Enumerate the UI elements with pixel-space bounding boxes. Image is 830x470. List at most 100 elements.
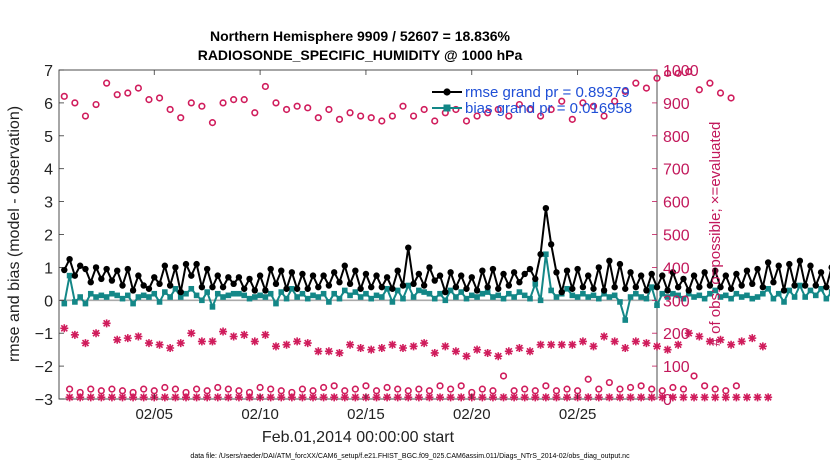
bias-point	[177, 294, 184, 300]
rmse-point	[140, 282, 147, 289]
bias-point	[770, 295, 777, 302]
evaluated-point	[171, 393, 180, 402]
rmse-point	[553, 269, 560, 276]
bias-point	[500, 295, 507, 302]
bias-point	[707, 290, 713, 297]
rmse-point	[293, 285, 301, 292]
evaluated-point	[753, 393, 762, 402]
evaluated-point	[377, 344, 386, 353]
rmse-point	[606, 257, 613, 265]
rmse-point	[526, 265, 534, 273]
evaluated-point	[65, 393, 74, 402]
rmse-point	[743, 267, 751, 274]
rmse-point	[823, 283, 830, 291]
rmse-point	[595, 264, 602, 271]
rmse-point	[473, 287, 481, 294]
rmse-point	[129, 287, 137, 294]
rmse-point	[653, 283, 661, 291]
rmse-point	[368, 283, 375, 291]
rmse-point	[156, 280, 163, 288]
possible-point	[642, 84, 651, 92]
evaluated-point	[584, 393, 593, 402]
possible-point	[457, 382, 465, 390]
possible-point	[420, 105, 428, 114]
evaluated-point	[293, 337, 302, 346]
series-possible	[60, 68, 740, 397]
bias-point	[447, 287, 454, 294]
bias-point	[633, 290, 639, 297]
bias-point	[675, 292, 681, 299]
possible-point	[605, 378, 613, 387]
rmse-point	[505, 282, 513, 289]
rmse-point	[135, 272, 142, 279]
legend-rmse-label: rmse grand pr = 0.89379	[465, 84, 630, 101]
bias-point	[532, 281, 539, 287]
evaluated-point	[705, 337, 714, 346]
bias-point	[347, 292, 353, 299]
bias-point	[744, 292, 750, 299]
bias-point	[506, 290, 512, 297]
legend-rmse-marker	[443, 88, 451, 96]
rmse-point	[537, 251, 544, 258]
possible-point	[124, 89, 132, 97]
bias-point	[310, 292, 316, 299]
right-y-tick-label: 0	[663, 392, 672, 409]
evaluated-point	[176, 339, 185, 348]
rmse-point	[172, 264, 179, 271]
evaluated-point	[287, 393, 296, 402]
bias-point	[225, 292, 232, 299]
rmse-point	[627, 269, 634, 276]
rmse-point	[701, 269, 708, 276]
bias-point	[336, 295, 343, 302]
rmse-point	[690, 272, 698, 279]
possible-point	[589, 102, 598, 110]
evaluated-point	[515, 344, 524, 353]
x-tick-label: 02/20	[453, 406, 491, 423]
evaluated-point	[557, 340, 566, 349]
right-y-tick-label: 100	[663, 359, 690, 376]
evaluated-point	[219, 327, 228, 336]
bias-point	[595, 295, 602, 302]
evaluated-point	[594, 393, 603, 402]
bias-point	[341, 287, 348, 294]
axis-ticks: 02/05 02/10 02/15 02/20 02/25 7 6 5 4 3 2 1 0 −1 −2 −3 1…	[35, 63, 699, 423]
evaluated-point	[86, 393, 95, 402]
evaluated-point	[531, 393, 540, 402]
bias-point	[627, 294, 634, 300]
rmse-point	[780, 287, 788, 294]
bias-point	[326, 299, 332, 305]
x-tick-label: 02/25	[559, 406, 597, 423]
rmse-point	[452, 283, 460, 291]
evaluated-point	[436, 393, 445, 402]
possible-point	[600, 112, 608, 120]
bias-point	[209, 304, 216, 310]
rmse-point	[484, 283, 491, 291]
possible-point	[320, 383, 328, 392]
evaluated-point	[504, 347, 513, 356]
bias-point	[622, 317, 629, 323]
x-axis-label: Feb.01,2014 00:00:00 start	[262, 429, 455, 446]
bias-point	[146, 294, 152, 300]
rmse-point	[124, 265, 131, 273]
bias-point	[283, 295, 290, 302]
bias-point	[717, 294, 724, 300]
bias-point	[701, 295, 708, 302]
evaluated-point	[192, 393, 201, 402]
evaluated-point	[605, 393, 614, 402]
bias-point	[172, 285, 179, 292]
rmse-point	[796, 257, 804, 265]
rmse-point	[325, 282, 333, 289]
possible-point	[415, 385, 423, 393]
possible-point	[251, 109, 259, 117]
possible-point	[669, 383, 677, 392]
legend: rmse grand pr = 0.89379 bias grand pr = …	[432, 84, 632, 117]
possible-point	[87, 385, 95, 393]
evaluated-point	[351, 393, 360, 402]
possible-point	[478, 385, 486, 393]
bias-point	[648, 284, 655, 290]
possible-point	[367, 114, 375, 122]
rmse-point	[188, 272, 195, 279]
evaluated-point	[229, 332, 238, 341]
bias-point	[511, 294, 517, 300]
bias-point	[82, 300, 89, 307]
